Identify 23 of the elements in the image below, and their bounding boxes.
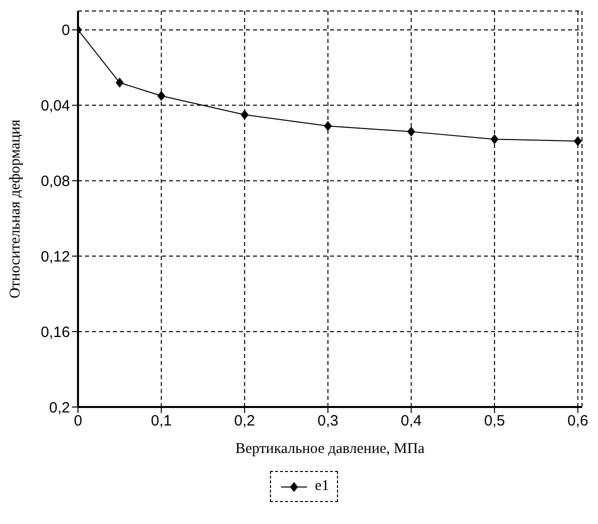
- point: [324, 121, 332, 132]
- y-tick-label: 0,16: [40, 324, 70, 341]
- x-tick-label: 0,6: [567, 412, 588, 430]
- y-tick-label: 0,04: [40, 98, 70, 115]
- y-tick-label: 0,2: [49, 399, 70, 416]
- point: [157, 90, 166, 101]
- x-tick-label: 0: [74, 412, 82, 430]
- point: [574, 136, 582, 146]
- x-axis-title: Вертикальное давление, МПа: [235, 441, 425, 457]
- x-tick-label: 0,3: [317, 412, 338, 430]
- y-axis-title: Относительная деформация: [7, 120, 24, 298]
- x-tick-label: 0,5: [484, 412, 505, 430]
- point: [407, 126, 416, 137]
- x-tick-label: 0,1: [150, 412, 172, 430]
- y-tick-label: 0,08: [40, 173, 70, 190]
- x-tick-label: 0,2: [234, 412, 256, 430]
- x-tick-label: 0,4: [400, 412, 422, 430]
- legend-label: e1: [314, 478, 330, 495]
- y-tick-label: 0,12: [40, 248, 70, 266]
- y-tick-label: 0: [62, 22, 70, 40]
- point: [490, 134, 499, 144]
- point: [240, 110, 249, 120]
- point: [116, 78, 124, 88]
